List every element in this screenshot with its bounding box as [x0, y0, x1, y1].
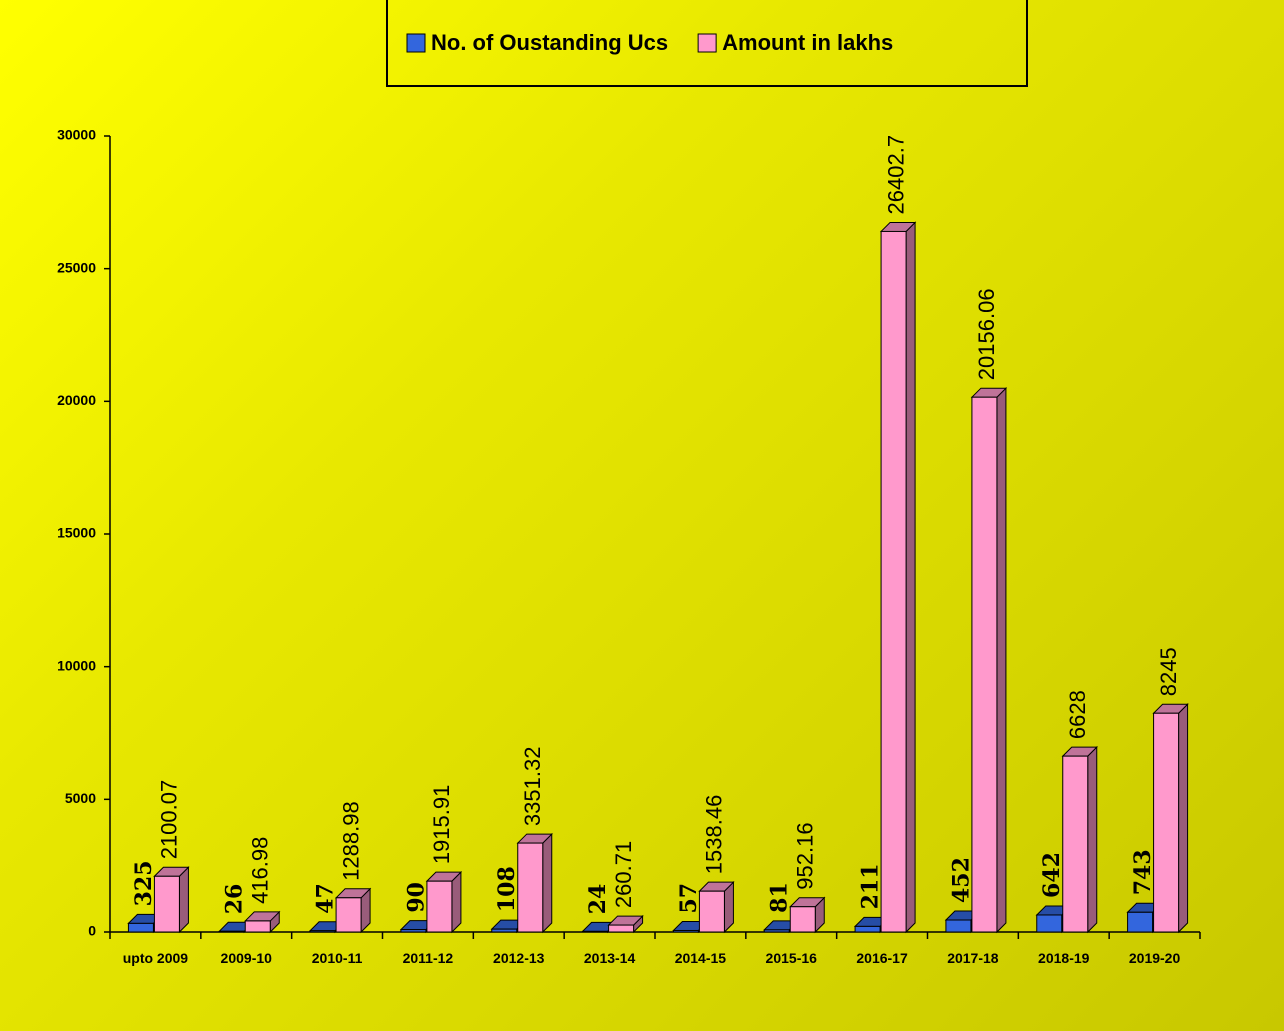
x-tick-label: 2019-20 — [1128, 950, 1181, 966]
data-label: 1915.91 — [429, 785, 454, 865]
data-label: 743 — [1130, 849, 1156, 895]
data-label: 57 — [676, 883, 702, 914]
y-tick-label: 5000 — [65, 790, 96, 806]
bar — [491, 928, 518, 933]
bar — [789, 906, 816, 933]
data-label: 24 — [585, 884, 611, 915]
data-label: 1288.98 — [338, 801, 363, 881]
data-label: 211 — [858, 863, 884, 909]
x-tick-label: upto 2009 — [122, 950, 189, 966]
bar — [153, 875, 180, 933]
data-label: 2100.07 — [157, 780, 182, 860]
x-tick-label: 2013-14 — [583, 950, 636, 966]
bar-side — [451, 870, 462, 934]
data-label: 452 — [948, 857, 974, 903]
data-label: 108 — [494, 866, 520, 912]
bar-side — [1087, 745, 1098, 934]
data-label: 952.16 — [793, 822, 818, 889]
x-tick-label: 2015-16 — [765, 950, 817, 966]
bar — [971, 396, 998, 933]
x-tick-label: 2018-19 — [1038, 950, 1090, 966]
x-tick-label: 2017-18 — [947, 950, 999, 966]
data-label: 260.71 — [611, 841, 636, 908]
legend-swatch — [697, 33, 717, 53]
bar — [127, 922, 154, 933]
y-tick-label: 30000 — [57, 127, 96, 143]
y-tick-label: 15000 — [57, 525, 96, 541]
data-label: 90 — [403, 882, 429, 913]
bar-side — [905, 221, 916, 934]
bar-side — [996, 386, 1007, 934]
x-tick-label: 2009-10 — [220, 950, 272, 966]
bar — [608, 924, 635, 933]
bar — [1036, 914, 1063, 933]
x-tick-label: 2014-15 — [674, 950, 727, 966]
bar-side — [1178, 703, 1189, 934]
legend-box — [386, 0, 1028, 87]
data-label: 20156.06 — [974, 288, 999, 380]
bar — [945, 919, 972, 933]
legend-label: No. of Oustanding Ucs — [431, 30, 668, 55]
data-label: 3351.32 — [520, 747, 545, 827]
x-tick-label: 2010-11 — [311, 950, 363, 966]
bar — [218, 930, 245, 933]
bar — [335, 897, 362, 933]
bar — [672, 929, 699, 933]
data-label: 325 — [131, 860, 157, 906]
bar — [698, 890, 725, 933]
data-label: 1538.46 — [702, 795, 727, 875]
data-label: 26402.7 — [883, 135, 908, 215]
bar — [517, 842, 544, 933]
bar — [1062, 755, 1089, 933]
data-label: 47 — [313, 883, 339, 914]
bar — [582, 930, 609, 933]
y-tick-label: 10000 — [57, 657, 96, 673]
bar-side — [178, 866, 189, 934]
data-label: 642 — [1039, 852, 1065, 898]
legend-label: Amount in lakhs — [722, 30, 893, 55]
bar — [854, 925, 881, 933]
y-tick-label: 0 — [88, 923, 96, 939]
y-tick-label: 20000 — [57, 392, 96, 408]
data-label: 6628 — [1065, 690, 1090, 739]
bar — [426, 880, 453, 933]
data-label: 26 — [222, 884, 248, 915]
x-tick-label: 2016-17 — [856, 950, 908, 966]
bar — [1127, 911, 1154, 933]
bar — [244, 920, 271, 933]
y-tick-label: 25000 — [57, 259, 96, 275]
x-tick-label: 2012-13 — [493, 950, 545, 966]
data-label: 8245 — [1156, 647, 1181, 696]
data-label: 416.98 — [248, 837, 273, 904]
bar — [1153, 712, 1180, 933]
bar — [400, 929, 427, 933]
legend-swatch — [406, 33, 426, 53]
bar — [763, 929, 790, 933]
bar — [309, 930, 336, 933]
data-label: 81 — [767, 882, 793, 913]
bar — [880, 230, 907, 933]
x-tick-label: 2011-12 — [402, 950, 454, 966]
bar-side — [542, 832, 553, 934]
